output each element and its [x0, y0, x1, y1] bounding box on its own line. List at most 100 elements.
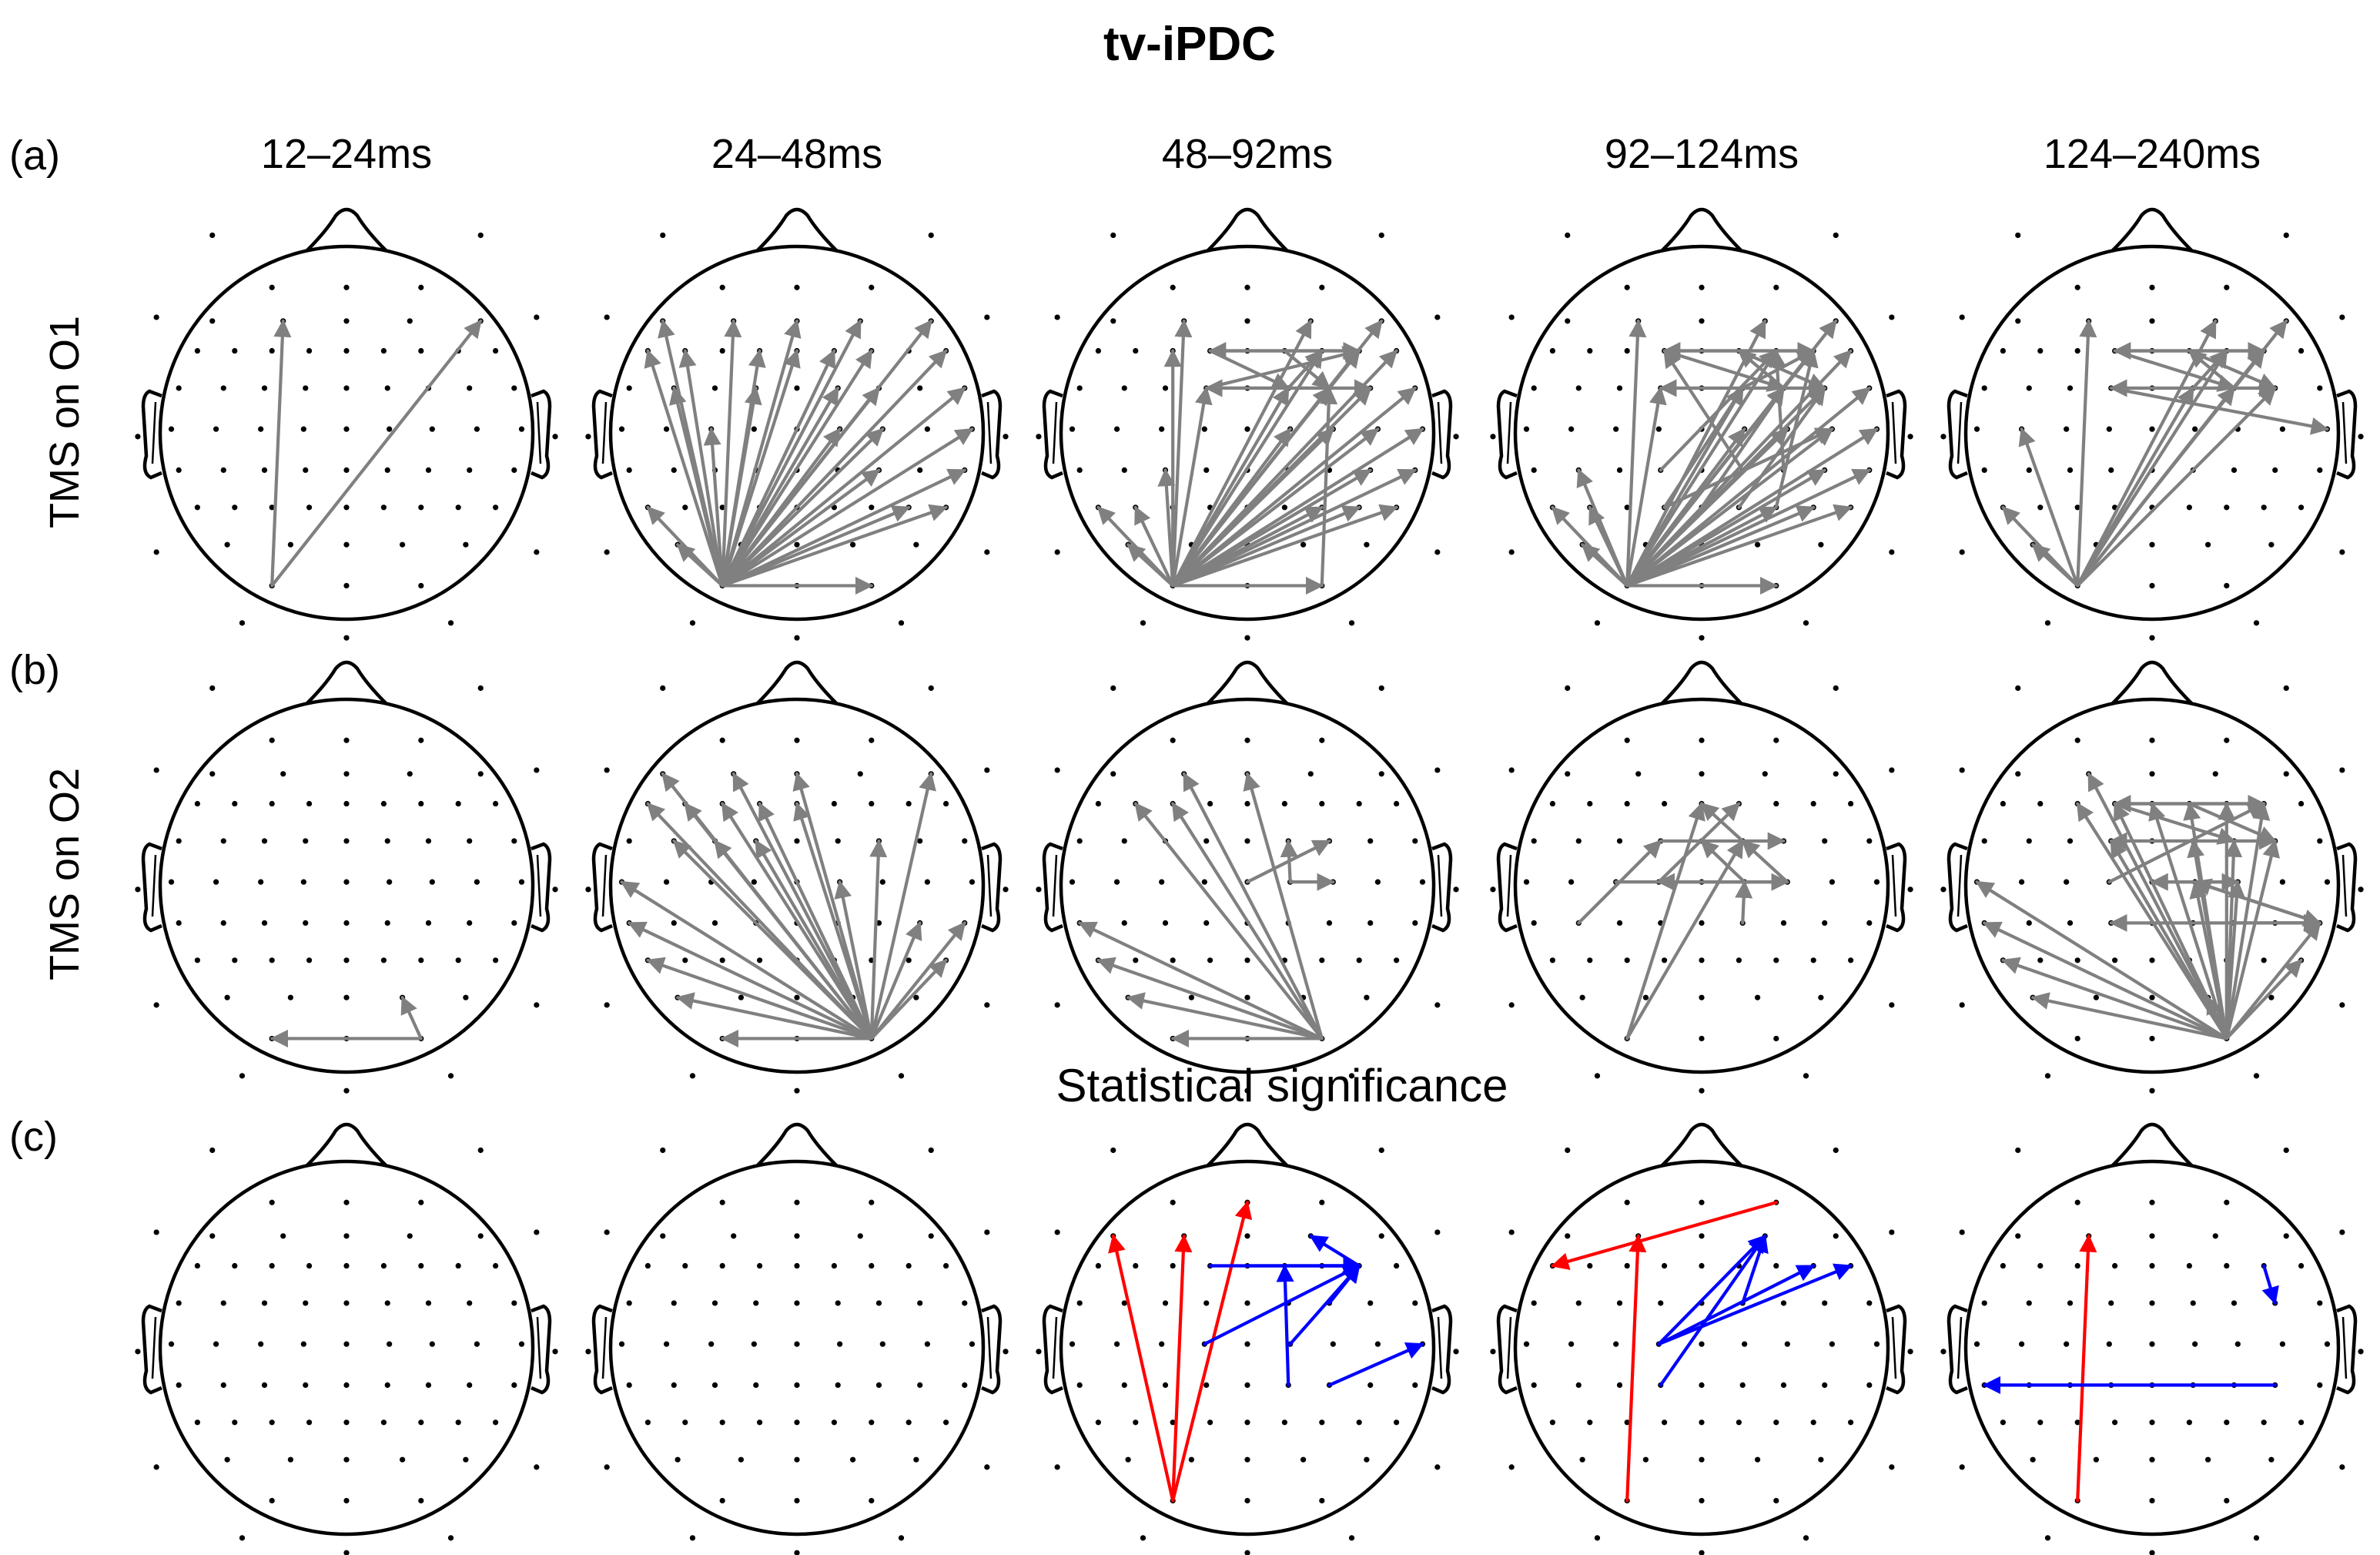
electrode-CP6	[917, 1382, 923, 1388]
left-ear-outline	[1042, 1304, 1063, 1395]
electrode-F6	[905, 800, 912, 807]
electrode-CP4	[2231, 467, 2238, 474]
electrode-POz	[2149, 994, 2155, 1000]
electrode-outer	[534, 1464, 540, 1470]
electrode-TP7	[626, 467, 632, 474]
electrode-F3	[2074, 347, 2080, 354]
connection-arrow-O1-to-PO7	[676, 543, 725, 588]
electrode-outer	[1434, 1002, 1441, 1008]
electrode-P4	[1773, 1419, 1779, 1426]
electrode-Fp2	[418, 1199, 424, 1205]
electrode-Fp2	[418, 284, 424, 290]
electrode-Fpz	[794, 737, 800, 743]
electrode-outer	[239, 1535, 246, 1541]
electrode-FC2	[835, 838, 841, 844]
electrode-FT7	[1981, 838, 1987, 844]
electrode-P5	[2037, 957, 2044, 963]
electrode-Fz	[794, 1262, 800, 1269]
electrode-O1	[269, 1497, 275, 1504]
connection-arrow-O1-to-PO7	[2031, 543, 2080, 588]
electrode-T8	[1419, 879, 1426, 885]
connection-arrow-CP2-to-C2	[1735, 880, 1753, 925]
electrode-outer	[2339, 314, 2345, 320]
electrode-CP6	[467, 1382, 473, 1388]
electrode-outer	[1699, 1087, 1705, 1094]
connection-arrow-O1-to-FC2	[2076, 386, 2195, 588]
connection-arrow-O1-to-CP6	[1171, 468, 1372, 588]
connection-arrow-O1-to-P5	[1133, 505, 1175, 588]
electrode-CP3	[1616, 467, 1623, 474]
electrode-F8	[943, 800, 949, 807]
right-ear-outline	[2336, 389, 2358, 480]
electrode-PO4	[400, 1456, 406, 1463]
connection-arrow-O2-to-C2	[834, 880, 873, 1041]
electrode-Fpz	[794, 1199, 800, 1205]
electrode-FC6	[917, 1300, 923, 1306]
electrode-C4	[429, 879, 435, 885]
electrode-AF8	[928, 1233, 934, 1239]
electrode-P1	[1207, 957, 1213, 963]
electrode-Fz	[343, 1262, 350, 1269]
electrode-Fp2	[869, 737, 875, 743]
nose-outline	[755, 660, 839, 705]
electrode-CP3	[2067, 467, 2074, 474]
electrode-FT7	[1076, 838, 1083, 844]
electrode-Cz	[343, 879, 350, 885]
electrode-FC3	[261, 385, 268, 391]
nose-outline	[755, 207, 839, 253]
electrode-outer	[1889, 1229, 1895, 1235]
electrode-F1	[757, 1262, 763, 1269]
electrode-F4	[418, 1262, 424, 1269]
scalp-outline	[1963, 244, 2341, 622]
electrode-outer	[1959, 314, 1965, 320]
electrode-P3	[1170, 1419, 1176, 1426]
electrode-Fpz	[1699, 284, 1705, 290]
electrode-CP5	[220, 467, 226, 474]
connection-arrow-C1-to-AF4	[1657, 1234, 1767, 1346]
connection-arrow-O2-to-TP7	[628, 921, 873, 1041]
electrode-POz	[2149, 1456, 2155, 1463]
connection-arrow-O1-to-P4	[1171, 505, 1324, 588]
electrode-P2	[380, 957, 387, 963]
electrode-PO3	[2093, 1456, 2099, 1463]
electrode-C6	[924, 879, 930, 885]
connection-arrow-O2-to-FC4	[1320, 386, 1338, 588]
electrode-outer	[447, 620, 454, 626]
electrode-F6	[455, 800, 461, 807]
electrode-F8	[2298, 800, 2305, 807]
electrode-C4	[429, 1341, 435, 1347]
connection-arrow-O2-to-PO7	[1126, 992, 1324, 1041]
electrode-outer	[1378, 1147, 1384, 1154]
connection-arrow-F6-to-AF4	[1309, 1234, 1361, 1268]
ear-inner-line	[1957, 401, 1963, 464]
electrode-P8	[493, 504, 499, 511]
ear-inner-line	[1506, 1316, 1512, 1379]
electrode-TP8	[1412, 1382, 1418, 1388]
right-ear-outline	[1886, 842, 1907, 933]
electrode-FC1	[303, 838, 309, 844]
electrode-FC2	[2190, 1300, 2196, 1306]
electrode-outer	[604, 549, 610, 555]
electrode-O2	[1773, 1035, 1779, 1042]
electrode-outer	[534, 1002, 540, 1008]
electrode-PO3	[1642, 1456, 1649, 1463]
electrode-outer	[660, 1147, 666, 1154]
electrode-P2	[831, 1419, 837, 1426]
electrode-AF8	[1378, 771, 1384, 777]
scalp-outline	[1059, 244, 1436, 622]
electrode-P5	[232, 957, 238, 963]
ear-inner-line	[151, 401, 157, 464]
topoplot-head	[135, 207, 558, 641]
electrode-P2	[1281, 504, 1287, 511]
electrode-F4	[2224, 1262, 2230, 1269]
electrode-outer	[2149, 1550, 2155, 1555]
electrode-F5	[1133, 347, 1139, 354]
electrode-F4	[1773, 800, 1779, 807]
electrode-FC1	[1203, 838, 1210, 844]
connection-arrow-O1-to-AF3	[721, 319, 742, 588]
electrode-P2	[1736, 957, 1742, 963]
electrode-POz	[1699, 1456, 1705, 1463]
electrode-O2	[2224, 582, 2230, 589]
connection-arrow-O1-to-C2	[1625, 427, 1746, 588]
topoplot-head	[1940, 207, 2364, 641]
